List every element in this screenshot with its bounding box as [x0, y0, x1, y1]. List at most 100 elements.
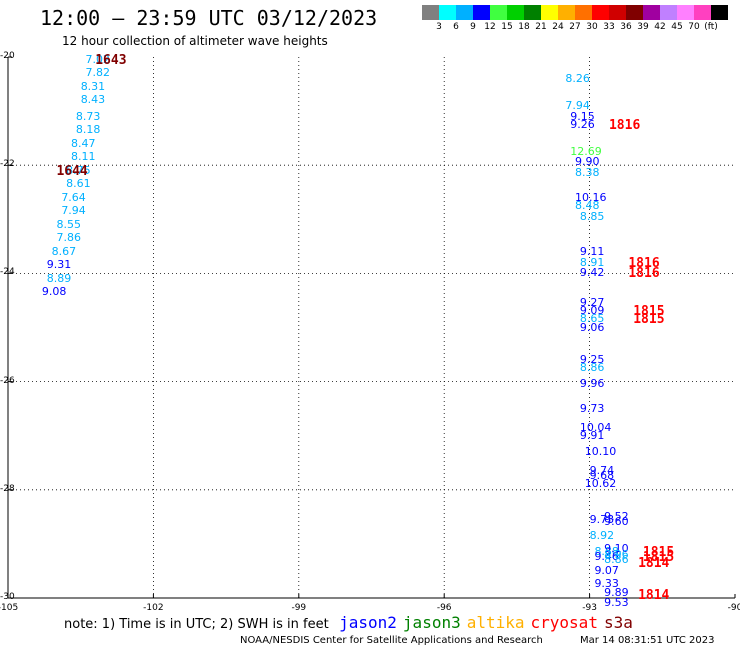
satellite-jason2: jason2: [339, 613, 397, 632]
legend-swatch: [711, 5, 728, 20]
wave-height-label: 7.82: [85, 66, 111, 80]
wave-height-label: 7.94: [61, 204, 86, 218]
wave-height-label: 8.89: [46, 271, 72, 285]
wave-height-label: 9.96: [579, 377, 605, 391]
wave-height-label: 8.86: [604, 553, 629, 567]
wave-height-label: 7.94: [565, 98, 590, 112]
wave-height-label: 10.10: [584, 444, 617, 458]
orbit-rev-label: 1815: [642, 545, 675, 560]
wave-height-label: 10.16: [575, 190, 607, 204]
orbit-rev-label: 1816: [608, 117, 641, 133]
y-tick-label: -28: [0, 483, 15, 494]
wave-height-label: 8.43: [80, 93, 106, 107]
orbit-rev-label: 1815: [642, 550, 675, 566]
legend-label: 39: [637, 22, 649, 32]
wave-height-label: 9.73: [589, 512, 615, 526]
wave-height-label: 9.91: [579, 428, 605, 442]
legend-label: 30: [586, 22, 598, 32]
credit-text: NOAA/NESDIS Center for Satellite Applica…: [240, 635, 543, 646]
legend-label: 12: [484, 22, 496, 32]
wave-height-label: 9.68: [589, 469, 615, 483]
legend-swatch: [524, 5, 541, 20]
wave-height-label: 9.90: [575, 155, 600, 169]
legend-swatch: [694, 5, 711, 20]
wave-height-label: 8.18: [75, 123, 101, 137]
footer-note: note: 1) Time is in UTC; 2) SWH is in fe…: [64, 613, 633, 632]
wave-height-label: 9.52: [604, 509, 629, 523]
wave-height-label: 9.53: [604, 596, 629, 610]
legend-swatch: [456, 5, 473, 20]
x-tick-label: -90: [727, 603, 740, 613]
wave-height-label: 8.88: [594, 545, 619, 558]
legend-swatch: [422, 5, 439, 20]
legend-label: 45: [671, 22, 683, 32]
legend-label: 3: [436, 22, 442, 32]
x-tick-label: -105: [0, 603, 19, 613]
wave-height-label: 9.15: [570, 109, 595, 123]
wave-height-label: 9.89: [604, 585, 629, 599]
wave-height-label: 8.26: [565, 71, 590, 85]
y-tick-label: -30: [0, 592, 15, 602]
orbit-rev-label: 1816: [628, 255, 660, 271]
wave-height-label: 9.74: [589, 463, 615, 477]
satellite-s3a: s3a: [603, 613, 633, 632]
legend-swatch: [660, 5, 677, 20]
wave-height-label: 7.86: [56, 231, 81, 245]
legend-label: 36: [620, 22, 632, 32]
wave-height-label: 7.64: [61, 190, 86, 204]
wave-height-label: 9.46: [594, 550, 619, 564]
wave-height-label: 8.55: [56, 217, 81, 231]
orbit-rev-label: 1814: [638, 588, 670, 604]
legend-swatch: [677, 5, 694, 20]
legend-label: 27: [569, 22, 581, 32]
orbit-rev-label: 1644: [56, 163, 88, 179]
legend-label: 33: [603, 22, 615, 32]
page-title: 12:00 — 23:59 UTC 03/12/2023: [40, 6, 378, 30]
orbit-rev-label: 1816: [628, 266, 660, 282]
wave-height-label: 9.26: [570, 117, 595, 131]
wave-height-label: 10.62: [584, 477, 617, 491]
legend-swatch: [507, 5, 524, 20]
wave-height-label: 9.08: [41, 285, 67, 299]
note-text: note: 1) Time is in UTC; 2) SWH is in fe…: [64, 617, 329, 632]
x-tick-label: -96: [436, 603, 452, 613]
wave-height-label: 8.61: [66, 177, 91, 191]
wave-height-label: 8.86: [579, 361, 605, 375]
legend-swatch: [490, 5, 507, 20]
wave-height-label: 8.67: [51, 244, 77, 258]
satellite-cryosat: cryosat: [530, 613, 598, 632]
wave-height-label: 9.31: [46, 258, 72, 272]
wave-height-label: 8.11: [71, 150, 96, 164]
legend-swatch: [541, 5, 558, 20]
wave-height-label: 12.69: [570, 144, 602, 158]
wave-height-label: 7.02: [85, 52, 111, 66]
legend-label: 9: [470, 22, 476, 32]
legend-swatch: [643, 5, 660, 20]
legend-label: 18: [518, 22, 530, 32]
wave-height-label: 8.96: [604, 547, 629, 561]
wave-height-label: 8.65: [579, 312, 605, 326]
wave-height-label: 8.85: [579, 209, 605, 223]
x-tick-label: -93: [582, 603, 597, 613]
wave-height-label: 9.73: [579, 401, 605, 415]
legend-swatch: [473, 5, 490, 20]
legend-swatch: [609, 5, 626, 20]
orbit-rev-label: 1814: [638, 555, 670, 571]
y-tick-label: -24: [0, 267, 15, 278]
wave-height-label: 8.92: [589, 528, 615, 542]
legend-label: 21: [535, 22, 547, 32]
wave-height-label: 9.42: [579, 266, 605, 280]
x-tick-label: -99: [291, 603, 307, 613]
color-legend: [422, 5, 728, 20]
legend-label: 70: [688, 22, 700, 32]
wave-height-label: 9.25: [579, 352, 605, 366]
satellite-altika: altika: [466, 613, 525, 632]
wave-height-label: 9.11: [579, 244, 605, 258]
legend-label: (ft): [704, 22, 718, 32]
orbit-rev-label: 1643: [95, 52, 127, 68]
legend-label: 42: [654, 22, 666, 32]
generated-timestamp: Mar 14 08:31:51 UTC 2023: [580, 635, 715, 646]
wave-height-label: 8.31: [80, 79, 106, 93]
page-subtitle: 12 hour collection of altimeter wave hei…: [62, 34, 328, 48]
wave-height-label: 8.73: [75, 109, 101, 123]
